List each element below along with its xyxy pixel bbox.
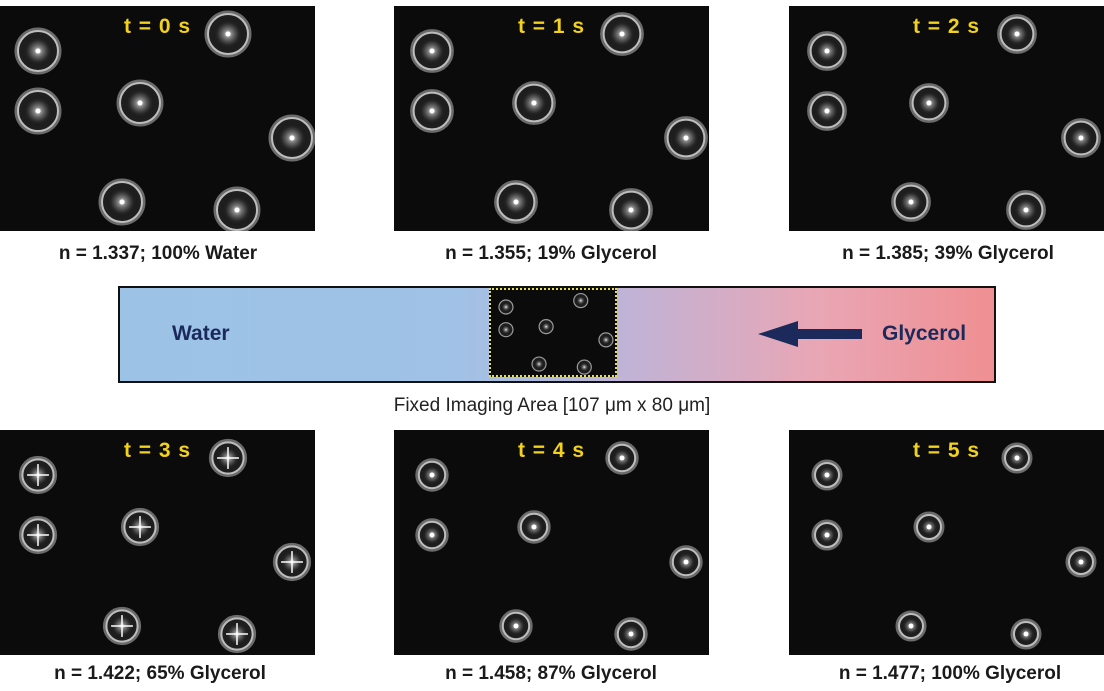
microparticles-image	[14, 10, 315, 231]
panel-t3: t = 3 s	[0, 430, 315, 655]
panel-caption: n = 1.385; 39% Glycerol	[842, 243, 1054, 264]
water-label: Water	[172, 322, 230, 345]
panel-t2: t = 2 s	[789, 6, 1104, 231]
fixed-imaging-area-inset	[489, 288, 617, 377]
bead	[268, 114, 315, 162]
bead	[807, 31, 847, 71]
bead	[18, 455, 58, 495]
fixed-imaging-area-caption: Fixed Imaging Area [107 μm x 80 μm]	[393, 395, 711, 416]
time-label: t = 5 s	[912, 439, 981, 462]
bead	[204, 10, 252, 58]
bead	[410, 29, 454, 73]
bead	[410, 89, 454, 133]
panel-t0: t = 0 s	[0, 6, 315, 231]
microparticles-image	[807, 14, 1101, 230]
panel-caption: n = 1.422; 65% Glycerol	[54, 663, 266, 684]
glycerol-label: Glycerol	[882, 322, 967, 345]
bead	[997, 14, 1037, 54]
bead	[1065, 546, 1097, 578]
bead	[538, 319, 554, 335]
microparticles-image	[811, 442, 1097, 650]
bead	[120, 507, 160, 547]
bead	[498, 299, 514, 315]
microparticles-image	[415, 441, 703, 651]
time-label: t = 1 s	[517, 15, 586, 38]
bead	[895, 610, 927, 642]
microparticles-image	[18, 438, 312, 654]
bead	[14, 27, 62, 75]
bead	[609, 188, 653, 231]
bead	[605, 441, 639, 475]
bead	[891, 182, 931, 222]
bead	[512, 81, 556, 125]
panel-t1: t = 1 s	[394, 6, 709, 231]
panel-caption: n = 1.355; 19% Glycerol	[445, 243, 657, 264]
bead	[272, 542, 312, 582]
bead	[811, 459, 843, 491]
bead	[669, 545, 703, 579]
bead	[499, 609, 533, 643]
time-label: t = 2 s	[912, 15, 981, 38]
bead	[913, 511, 945, 543]
bead	[1061, 118, 1101, 158]
bead	[807, 91, 847, 131]
bead	[909, 83, 949, 123]
bead	[14, 87, 62, 135]
bead	[664, 116, 708, 160]
bead	[217, 614, 257, 654]
bead	[600, 12, 644, 56]
bead	[1010, 618, 1042, 650]
bead	[531, 356, 547, 372]
panel-caption: n = 1.458; 87% Glycerol	[445, 663, 657, 684]
bead	[213, 186, 261, 231]
panel-caption: n = 1.477; 100% Glycerol	[838, 663, 1062, 684]
panel-caption: n = 1.337; 100% Water	[58, 243, 258, 264]
microparticles-image	[498, 292, 614, 375]
bead	[517, 510, 551, 544]
bead	[614, 617, 648, 651]
bead	[208, 438, 248, 478]
time-label: t = 4 s	[517, 439, 586, 462]
panel-t5: t = 5 s	[789, 430, 1104, 655]
bead	[576, 359, 592, 375]
bead	[498, 322, 514, 338]
bead	[598, 332, 614, 348]
bead	[18, 515, 58, 555]
bead	[1001, 442, 1033, 474]
bead	[415, 518, 449, 552]
bead	[98, 178, 146, 226]
bead	[573, 292, 589, 309]
arrow-left-icon	[758, 321, 862, 347]
time-label: t = 3 s	[123, 439, 192, 462]
time-label: t = 0 s	[123, 15, 192, 38]
bead	[415, 458, 449, 492]
microparticles-image	[410, 12, 708, 231]
bead	[494, 180, 538, 224]
bead	[811, 519, 843, 551]
bead	[102, 606, 142, 646]
bead	[1006, 190, 1046, 230]
panel-t4: t = 4 s	[394, 430, 709, 655]
bead	[116, 79, 164, 127]
